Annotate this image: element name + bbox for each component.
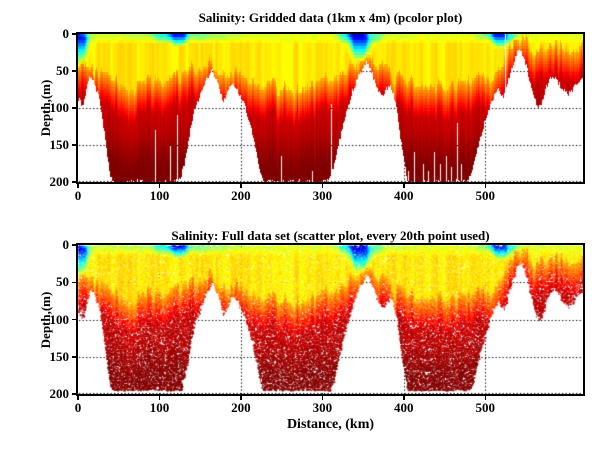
y-tick-mark (72, 393, 76, 395)
x-tick-label: 400 (394, 400, 414, 415)
y-tick-mark (72, 144, 76, 146)
y-tick-label: 150 (49, 348, 70, 364)
x-tick-label: 100 (149, 400, 170, 415)
x-tick-mark (240, 396, 242, 400)
y-tick-mark (72, 107, 76, 109)
x-tick-label: 300 (312, 188, 333, 203)
y-tick-mark (72, 281, 76, 283)
scatter-plot-canvas (78, 245, 583, 394)
y-tick-mark (72, 318, 76, 321)
x-tick-label: 0 (74, 400, 82, 415)
x-tick-mark (240, 184, 242, 188)
x-tick-mark (77, 396, 79, 400)
x-tick-label: 200 (231, 188, 251, 203)
x-tick-mark (77, 184, 79, 188)
x-tick-mark (321, 184, 324, 188)
x-tick-mark (403, 396, 405, 400)
pcolor-axes (76, 32, 585, 184)
scatter-axes (76, 243, 585, 396)
y-tick-mark (72, 356, 76, 358)
y-tick-label: 50 (56, 274, 69, 290)
y-tick-label: 50 (56, 63, 69, 78)
y-tick-label: 100 (49, 100, 70, 115)
y-tick-label: 100 (49, 311, 70, 327)
x-tick-mark (158, 184, 161, 188)
scatter-plot-title: Salinity: Full data set (scatter plot, e… (171, 228, 490, 243)
distance-xlabel: Distance, (km) (286, 417, 375, 432)
y-tick-label: 200 (49, 174, 70, 189)
pcolor-plot-canvas (78, 34, 583, 182)
x-tick-label: 400 (394, 188, 414, 203)
pcolor-plot-title: Salinity: Gridded data (1km x 4m) (pcolo… (198, 10, 463, 25)
x-tick-label: 0 (74, 188, 82, 203)
x-tick-mark (484, 396, 486, 400)
x-tick-mark (321, 396, 324, 400)
x-tick-label: 500 (475, 188, 496, 203)
y-tick-label: 150 (49, 137, 70, 152)
y-tick-mark (72, 181, 76, 183)
x-tick-mark (158, 396, 161, 400)
x-tick-mark (403, 184, 405, 188)
y-tick-mark (72, 244, 76, 246)
y-tick-label: 200 (49, 386, 70, 401)
x-tick-label: 500 (475, 400, 496, 415)
x-tick-label: 200 (231, 400, 251, 415)
y-tick-mark (72, 33, 76, 35)
y-tick-label: 0 (62, 237, 70, 252)
x-tick-label: 100 (149, 188, 170, 203)
x-tick-mark (484, 184, 486, 188)
x-tick-label: 300 (312, 400, 333, 415)
y-tick-label: 0 (62, 26, 70, 41)
y-tick-mark (72, 70, 76, 72)
